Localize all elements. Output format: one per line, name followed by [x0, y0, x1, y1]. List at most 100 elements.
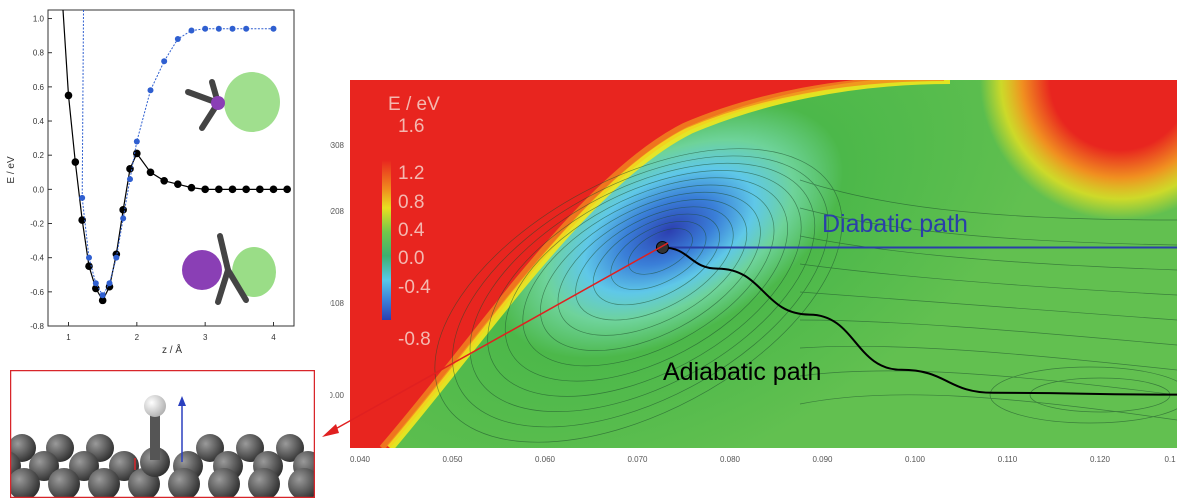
- carbon-atom: [29, 451, 59, 481]
- adiabatic-point: [242, 185, 250, 194]
- y-tick-label: 0.8: [33, 49, 45, 58]
- adsorbate-atom: [144, 395, 166, 460]
- diabatic-point: [229, 25, 236, 32]
- carbon-atom: [208, 468, 240, 500]
- adiabatic-point: [269, 185, 278, 194]
- pes-x-tick-label: 0.100: [905, 455, 926, 464]
- pes-x-tick-label: 0.070: [627, 455, 648, 464]
- diabatic-point: [86, 254, 92, 261]
- pes-y-ticks: 0.0308 0.0208 0.0108 0.00: [320, 141, 345, 400]
- x-tick-label: 2: [135, 333, 140, 342]
- contour-ring: [522, 184, 775, 367]
- contour-line: [799, 291, 1177, 321]
- diabatic-point: [99, 292, 106, 299]
- adiabatic-point: [98, 296, 107, 305]
- adiabatic-point: [256, 185, 264, 194]
- upper-orbital-illustration: [185, 72, 280, 132]
- adiabatic-point: [85, 262, 93, 271]
- contour-line: [799, 370, 1177, 396]
- diabatic-point: [202, 25, 209, 32]
- inset-svg: [0, 369, 323, 500]
- y-tick-label: 0.6: [33, 83, 45, 92]
- pes-svg: 0.03080.02080.01080.00 0.0400.0500.0600.…: [320, 80, 1177, 464]
- contour-ring: [469, 162, 816, 413]
- adiabatic-point: [228, 185, 237, 194]
- y-tick-label: -0.8: [30, 322, 44, 331]
- contour-line: [799, 207, 1177, 246]
- z-direction-arrow: [178, 396, 186, 462]
- colorbar-label: -0.8: [398, 329, 431, 350]
- diabatic-point: [113, 254, 120, 261]
- contour-line: [799, 394, 1177, 421]
- carbon-atom: [88, 468, 120, 500]
- contour-ring: [575, 206, 734, 321]
- colorbar-labels: 1.6 1.2 0.8 0.4 0.0 -0.4 -0.8: [398, 116, 431, 350]
- link-arrow-line: [329, 242, 669, 433]
- x-tick-label: 1: [66, 333, 71, 342]
- carbon-atom: [236, 434, 264, 462]
- y-tick-group: 1.0 0.8 0.6 0.4 0.2 0.0 -0.2 -0.4 -0.6 -0.8: [30, 15, 52, 331]
- adiabatic-point: [187, 183, 196, 192]
- diabatic-point: [92, 280, 99, 287]
- adiabatic-point: [160, 177, 168, 185]
- carbon-atom: [8, 468, 40, 500]
- contour-ring: [452, 155, 829, 428]
- y-axis-label: E / eV: [6, 156, 17, 184]
- x-axis-label: z / Å: [162, 343, 182, 356]
- y-tick-label: 0.0: [33, 185, 45, 194]
- contour-ring: [610, 220, 707, 290]
- pes-x-tick-label: 0.080: [720, 455, 741, 464]
- colorbar-label: 1.2: [398, 163, 424, 184]
- x-tick-group: 1 2 3 4: [66, 322, 276, 342]
- series-group: [62, 9, 291, 305]
- colorbar-gradient: [382, 160, 391, 320]
- adiabatic-point: [201, 185, 209, 194]
- diabatic-point: [147, 87, 154, 94]
- pes-y-tick-label: 0.0308: [330, 141, 345, 150]
- adiabatic-point: [133, 149, 141, 158]
- colorbar-label: 0.4: [398, 220, 425, 241]
- adiabatic-point: [283, 185, 291, 194]
- adiabatic-point: [146, 168, 155, 177]
- carbon-atom: [248, 468, 280, 500]
- contour-line: [799, 263, 1177, 296]
- colorbar-label: 0.8: [398, 192, 424, 213]
- carbon-atom: [140, 447, 170, 477]
- contour-ring: [592, 213, 720, 306]
- carbon-atom: [288, 468, 320, 500]
- adiabatic-point: [64, 91, 73, 100]
- pes-y-tick-label: 0.0208: [330, 207, 345, 216]
- pes-x-tick-label: 0.040: [350, 455, 371, 464]
- pes-x-ticks: 0.040 0.050 0.060 0.070 0.080 0.090 0.100 0.110…: [350, 455, 1176, 464]
- adiabatic-point: [215, 185, 223, 194]
- potential-energy-surface: 0.03080.02080.01080.00 0.0400.0500.0600.…: [320, 70, 1177, 470]
- contour-ring: [540, 191, 761, 351]
- pes-x-tick-label: 0.060: [535, 455, 556, 464]
- adiabatic-point: [174, 180, 182, 189]
- diabatic-point: [215, 25, 222, 32]
- contour-ring: [504, 177, 788, 382]
- x-tick-label: 3: [203, 333, 208, 342]
- diabatic-point: [106, 280, 113, 287]
- lower-orbital-illustration: [182, 233, 276, 305]
- y-tick-label: -0.4: [30, 254, 44, 263]
- pes-x-tick-label: 0.090: [812, 455, 833, 464]
- pes-x-tick-label: 0.1: [1164, 455, 1176, 464]
- diabatic-path-label: Diabatic path: [822, 210, 968, 238]
- carbon-atom: [196, 434, 224, 462]
- contour-line: [799, 179, 1177, 221]
- contour-line: [799, 319, 1177, 346]
- atomic-structure-inset: [0, 369, 323, 500]
- inset-border: [9, 369, 316, 499]
- pes-x-tick-label: 0.050: [442, 455, 463, 464]
- diabatic-point: [133, 138, 140, 145]
- link-arrow-head: [322, 424, 339, 437]
- diabatic-point: [127, 176, 133, 183]
- pes-y-tick-label: 0.0108: [330, 299, 345, 308]
- energy-map: [350, 80, 1177, 448]
- y-tick-label: -0.6: [30, 288, 44, 297]
- contour-ring: [434, 148, 843, 443]
